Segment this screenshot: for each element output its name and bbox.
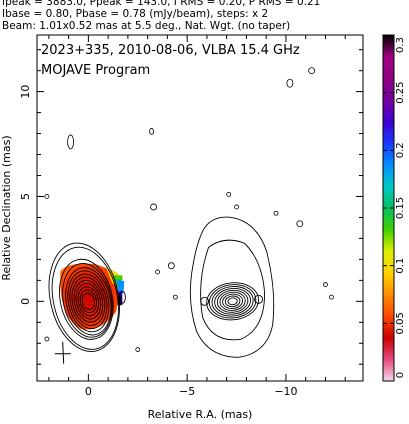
contour-noise-island — [234, 204, 239, 210]
contour-core-level — [73, 279, 104, 323]
contour-noise-island — [149, 128, 154, 135]
x-axis-label: Relative R.A. (mas) — [148, 408, 253, 421]
contour-core-level — [48, 242, 120, 352]
contour-core-level — [77, 286, 100, 317]
contour-noise-island — [323, 282, 328, 287]
y-tick-label: 10 — [19, 85, 32, 99]
contour-noise-island — [44, 194, 50, 199]
x-tick-label: −10 — [274, 385, 297, 398]
contour-lobe-level — [211, 286, 254, 317]
contour-lobe-level — [214, 287, 252, 315]
polarization-fill-blue — [116, 279, 125, 294]
contour-core-level — [65, 267, 112, 336]
contour-noise-island — [226, 191, 232, 197]
contour-core-level — [59, 258, 114, 340]
contour-lobe-level — [206, 282, 259, 321]
contour-noise-island — [104, 383, 108, 387]
contour-lobe-level — [219, 291, 246, 311]
contour-lobe-level — [224, 295, 241, 308]
plot-subtitle: MOJAVE Program — [41, 63, 150, 78]
header-line-1: Ipeak = 3883.0, Ppeak = 143.0, I RMS = 0… — [2, 0, 321, 8]
contour-core-level — [62, 263, 113, 338]
contour-noise-island — [296, 220, 304, 228]
contour-lobe-level — [222, 293, 244, 309]
contour-lobe-outer — [189, 216, 275, 358]
contour-core-knot — [118, 290, 126, 304]
contour-lobe-level — [216, 289, 249, 313]
plot-title: 2023+335, 2010-08-06, VLBA 15.4 GHz — [41, 43, 300, 58]
colorbar-tick-label: 0.2 — [395, 142, 406, 158]
contour-lobe-knot-west — [200, 296, 210, 306]
contour-noise-island — [155, 269, 160, 275]
header-line-2: Ibase = 0.80, Pbase = 0.78 (mJy/beam), s… — [2, 8, 269, 20]
contour-noise-island — [286, 78, 294, 88]
y-tick-label: 5 — [19, 193, 32, 200]
colorbar-tick-label: 0.3 — [395, 37, 406, 53]
contour-noise-island — [167, 262, 175, 270]
colorbar-tick-label: 0.25 — [395, 82, 406, 104]
x-tick-label: −5 — [179, 385, 195, 398]
contour-core-level — [51, 246, 119, 350]
contour-core-level — [69, 273, 108, 330]
contour-core-level — [79, 289, 97, 314]
contour-noise-island — [67, 134, 74, 150]
beam-cross-vertical — [62, 341, 65, 364]
plot-frame — [36, 34, 364, 382]
contour-lobe-level — [208, 284, 257, 319]
contour-noise-island — [273, 210, 279, 216]
contour-core-level — [81, 292, 95, 310]
contour-lobe-middle — [200, 239, 266, 341]
contour-core-level — [67, 270, 110, 333]
contour-noise-island — [44, 336, 50, 342]
contour-noise-island — [150, 203, 157, 211]
contour-lobe-level — [227, 297, 238, 306]
contour-noise-island — [135, 347, 141, 352]
x-tick-label: 0 — [85, 385, 92, 398]
colorbar-tick-label: 0.05 — [395, 312, 406, 334]
header-line-3: Beam: 1.01x0.52 mas at 5.5 deg., Nat. Wg… — [2, 20, 291, 32]
contour-lobe-knot-east — [254, 294, 264, 304]
y-tick-label: 0 — [19, 298, 32, 305]
contour-noise-island — [172, 294, 178, 300]
contour-noise-island — [328, 294, 334, 300]
contour-core-level — [71, 276, 106, 326]
contour-core-level — [75, 283, 102, 320]
colorbar-tick-label: 0 — [395, 372, 406, 378]
contour-noise-island — [308, 67, 316, 75]
colorbar-tick-label: 0.1 — [395, 258, 406, 274]
y-axis-label: Relative Declination (mas) — [0, 135, 13, 280]
colorbar-tick-label: 0.15 — [395, 197, 406, 219]
